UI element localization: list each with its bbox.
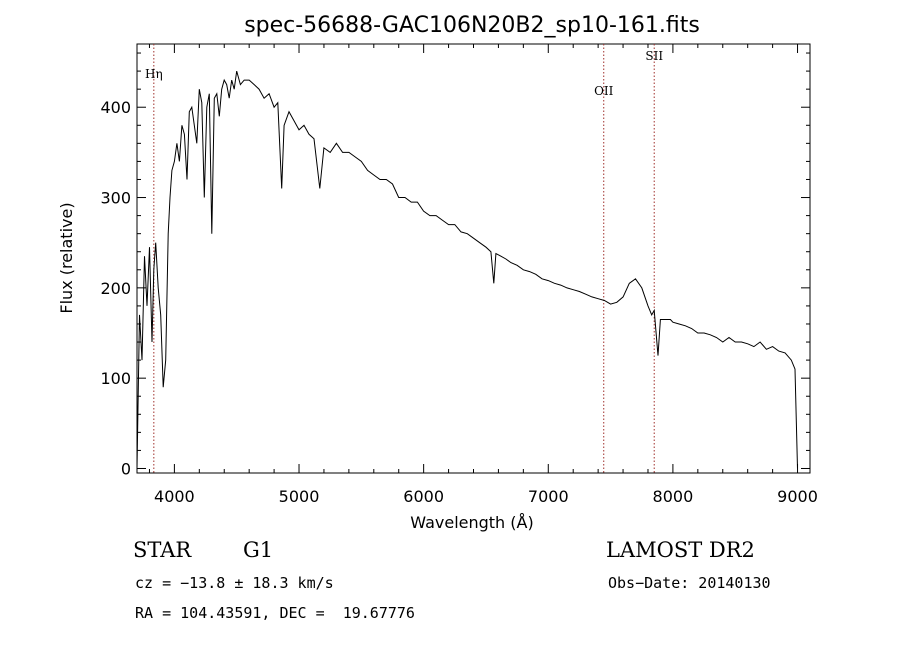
y-tick-label: 200 [100, 279, 131, 298]
y-tick-label: 0 [121, 459, 131, 478]
y-tick-label: 400 [100, 98, 131, 117]
x-axis-label: Wavelength (Å) [410, 513, 533, 532]
survey-name: LAMOST DR2 [606, 538, 755, 562]
spectral-line-label: SII [645, 49, 663, 63]
coordinates: RA = 104.43591, DEC = 19.67776 [135, 604, 415, 622]
x-tick-label: 4000 [154, 487, 195, 506]
y-tick-label: 100 [100, 369, 131, 388]
x-tick-label: 6000 [403, 487, 444, 506]
x-tick-label: 8000 [653, 487, 694, 506]
x-tick-label: 9000 [777, 487, 818, 506]
spectrum-line [136, 70, 798, 469]
x-tick-label: 5000 [279, 487, 320, 506]
x-tick-label: 7000 [528, 487, 569, 506]
y-tick-label: 300 [100, 189, 131, 208]
redshift-velocity: cz = −13.8 ± 18.3 km/s [135, 574, 334, 592]
spectral-line-label: Hη [145, 67, 163, 81]
object-type: STAR [133, 538, 192, 562]
axis-ticks: 4000 5000 6000 7000 8000 9000 0 100 200 300 400 [100, 44, 818, 506]
object-subclass: G1 [243, 538, 274, 562]
plot-frame [136, 43, 811, 474]
chart-title: spec-56688-GAC106N20B2_sp10-161.fits [244, 13, 700, 38]
observation-date: Obs−Date: 20140130 [608, 574, 771, 592]
spectral-line-label: OII [594, 84, 614, 98]
y-axis-label: Flux (relative) [57, 202, 76, 313]
spectral-line-markers: Hη OII SII [145, 44, 663, 473]
